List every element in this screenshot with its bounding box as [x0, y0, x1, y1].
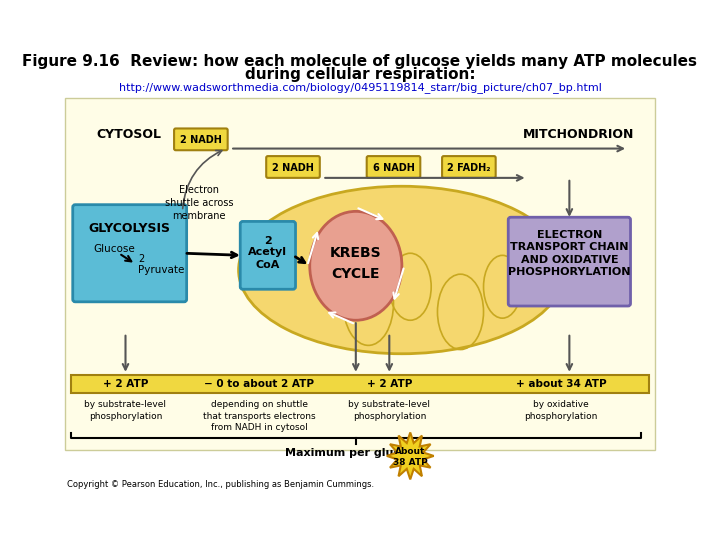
Text: 2 FADH₂: 2 FADH₂ — [447, 163, 490, 173]
Text: Figure 9.16  Review: how each molecule of glucose yields many ATP molecules: Figure 9.16 Review: how each molecule of… — [22, 54, 698, 69]
FancyBboxPatch shape — [73, 205, 186, 302]
Text: by substrate-level
phosphorylation: by substrate-level phosphorylation — [348, 400, 431, 421]
Text: About: About — [395, 447, 426, 456]
FancyBboxPatch shape — [266, 156, 320, 178]
Bar — [66, 98, 654, 450]
Text: KREBS: KREBS — [330, 246, 382, 260]
Text: during cellular respiration:: during cellular respiration: — [245, 68, 475, 82]
Text: CoA: CoA — [256, 260, 280, 270]
Text: AND OXIDATIVE: AND OXIDATIVE — [521, 255, 618, 265]
Text: 2 NADH: 2 NADH — [180, 135, 222, 145]
Text: Glucose: Glucose — [94, 244, 135, 254]
Bar — [58, 44, 662, 94]
Text: − 0 to about 2 ATP: − 0 to about 2 ATP — [204, 379, 315, 389]
Text: CYCLE: CYCLE — [332, 267, 380, 281]
Text: MITCHONDRION: MITCHONDRION — [523, 127, 635, 140]
Text: TRANSPORT CHAIN: TRANSPORT CHAIN — [510, 242, 629, 252]
Text: PHOSPHORYLATION: PHOSPHORYLATION — [508, 267, 631, 278]
FancyBboxPatch shape — [240, 221, 295, 289]
Text: Electron
shuttle across
membrane: Electron shuttle across membrane — [165, 185, 233, 221]
Text: Copyright © Pearson Education, Inc., publishing as Benjamin Cummings.: Copyright © Pearson Education, Inc., pub… — [67, 481, 374, 489]
Text: CYTOSOL: CYTOSOL — [96, 127, 161, 140]
Text: 2 NADH: 2 NADH — [272, 163, 314, 173]
Text: http://www.wadsworthmedia.com/biology/0495119814_starr/big_picture/ch07_bp.html: http://www.wadsworthmedia.com/biology/04… — [119, 83, 601, 93]
Text: Acetyl: Acetyl — [248, 247, 287, 258]
Ellipse shape — [310, 211, 402, 320]
Text: 38 ATP: 38 ATP — [393, 458, 428, 467]
Text: by substrate-level
phosphorylation: by substrate-level phosphorylation — [84, 400, 166, 421]
Text: 2: 2 — [264, 237, 271, 246]
Text: + about 34 ATP: + about 34 ATP — [516, 379, 606, 389]
FancyBboxPatch shape — [174, 129, 228, 150]
Text: ELECTRON: ELECTRON — [536, 230, 602, 240]
Text: Maximum per glucose:: Maximum per glucose: — [284, 448, 426, 457]
Ellipse shape — [238, 186, 565, 354]
FancyBboxPatch shape — [366, 156, 420, 178]
Text: + 2 ATP: + 2 ATP — [103, 379, 148, 389]
Text: by oxidative
phosphorylation: by oxidative phosphorylation — [524, 400, 598, 421]
FancyBboxPatch shape — [442, 156, 495, 178]
Text: GLYCOLYSIS: GLYCOLYSIS — [89, 222, 171, 235]
Text: 2: 2 — [138, 254, 144, 264]
Text: depending on shuttle
that transports electrons
from NADH in cytosol: depending on shuttle that transports ele… — [203, 400, 316, 433]
Text: 6 NADH: 6 NADH — [372, 163, 415, 173]
Text: + 2 ATP: + 2 ATP — [366, 379, 412, 389]
Text: Pyruvate: Pyruvate — [138, 265, 184, 275]
Bar — [71, 375, 649, 393]
FancyBboxPatch shape — [508, 217, 631, 306]
Polygon shape — [387, 433, 433, 480]
